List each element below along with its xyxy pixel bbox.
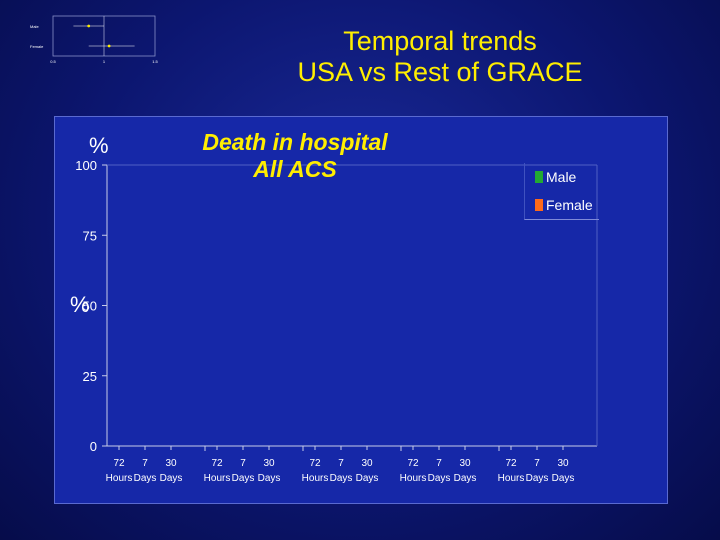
x-tick-label-unit: Days [552,473,575,484]
x-tick-label-number: 7 [142,458,148,469]
x-tick-label-unit: Days [356,473,379,484]
slide-title: Temporal trends USA vs Rest of GRACE [240,26,640,88]
x-tick-label-number: 72 [407,458,419,469]
x-tick-label-number: 72 [113,458,125,469]
chart-title-line1: Death in hospital [202,129,388,155]
x-tick-label-number: 30 [263,458,275,469]
x-tick-label-unit: Hours [400,473,427,484]
x-tick-label-number: 7 [534,458,540,469]
x-tick-label-number: 72 [211,458,223,469]
x-tick-label-number: 7 [338,458,344,469]
x-tick-label-unit: Days [258,473,281,484]
forest-plot-row-label: Female [30,44,44,49]
y-tick-label: 75 [83,228,97,243]
forest-plot-row-label: Male [30,24,39,29]
x-tick-label-unit: Days [134,473,157,484]
y-tick-label: 100 [75,158,97,173]
forest-plot-point [87,24,91,28]
x-tick-label-number: 30 [361,458,373,469]
x-tick-label-number: 7 [240,458,246,469]
legend-swatch-female [535,199,543,211]
forest-plot-svg: Male Female 0.5 1 1.5 [30,15,159,64]
forest-plot-tick-label: 0.5 [50,59,56,64]
y-axis-side-unit-label: % [70,292,90,317]
x-tick-label-number: 30 [459,458,471,469]
x-tick-label-unit: Hours [204,473,231,484]
forest-plot-thumbnail: Male Female 0.5 1 1.5 [28,12,162,70]
x-tick-label-unit: Days [428,473,451,484]
chart-title-line2: All ACS [253,156,337,182]
legend-label-male: Male [546,169,577,185]
chart-legend: Male Female [524,163,599,220]
forest-plot-point [107,44,111,48]
x-tick-label-unit: Hours [302,473,329,484]
x-tick-label-unit: Days [454,473,477,484]
bar-chart-svg: 0 25 50 75 100 72 Hours 7 Days 30 Days 72 Hours 7 Days… [75,158,598,484]
legend-label-female: Female [546,197,593,213]
x-tick-label-unit: Days [330,473,353,484]
slide-title-line2: USA vs Rest of GRACE [297,57,583,87]
y-tick-label: 25 [83,369,97,384]
x-tick-label-number: 7 [436,458,442,469]
forest-plot-tick-label: 1.5 [152,59,158,64]
plot-area [107,165,597,446]
x-tick-label-unit: Days [232,473,255,484]
x-tick-label-unit: Days [526,473,549,484]
x-tick-label-unit: Hours [106,473,133,484]
x-tick-label-unit: Hours [498,473,525,484]
chart-title: Death in hospital All ACS [175,129,415,183]
x-tick-label-number: 72 [505,458,517,469]
forest-plot-tick-label: 1 [103,59,106,64]
legend-item-male: Male [535,169,576,185]
x-tick-label-unit: Days [160,473,183,484]
y-tick-label: 0 [90,439,97,454]
y-axis-unit-label: % [89,133,109,158]
x-tick-label-number: 30 [557,458,569,469]
legend-item-female: Female [535,197,593,213]
legend-swatch-male [535,171,543,183]
chart-panel: 0 25 50 75 100 72 Hours 7 Days 30 Days 72 Hours 7 Days… [54,116,668,504]
slide-title-line1: Temporal trends [343,26,537,56]
x-tick-label-number: 72 [309,458,321,469]
x-tick-label-number: 30 [165,458,177,469]
y-tick-label: 50 [83,299,97,314]
